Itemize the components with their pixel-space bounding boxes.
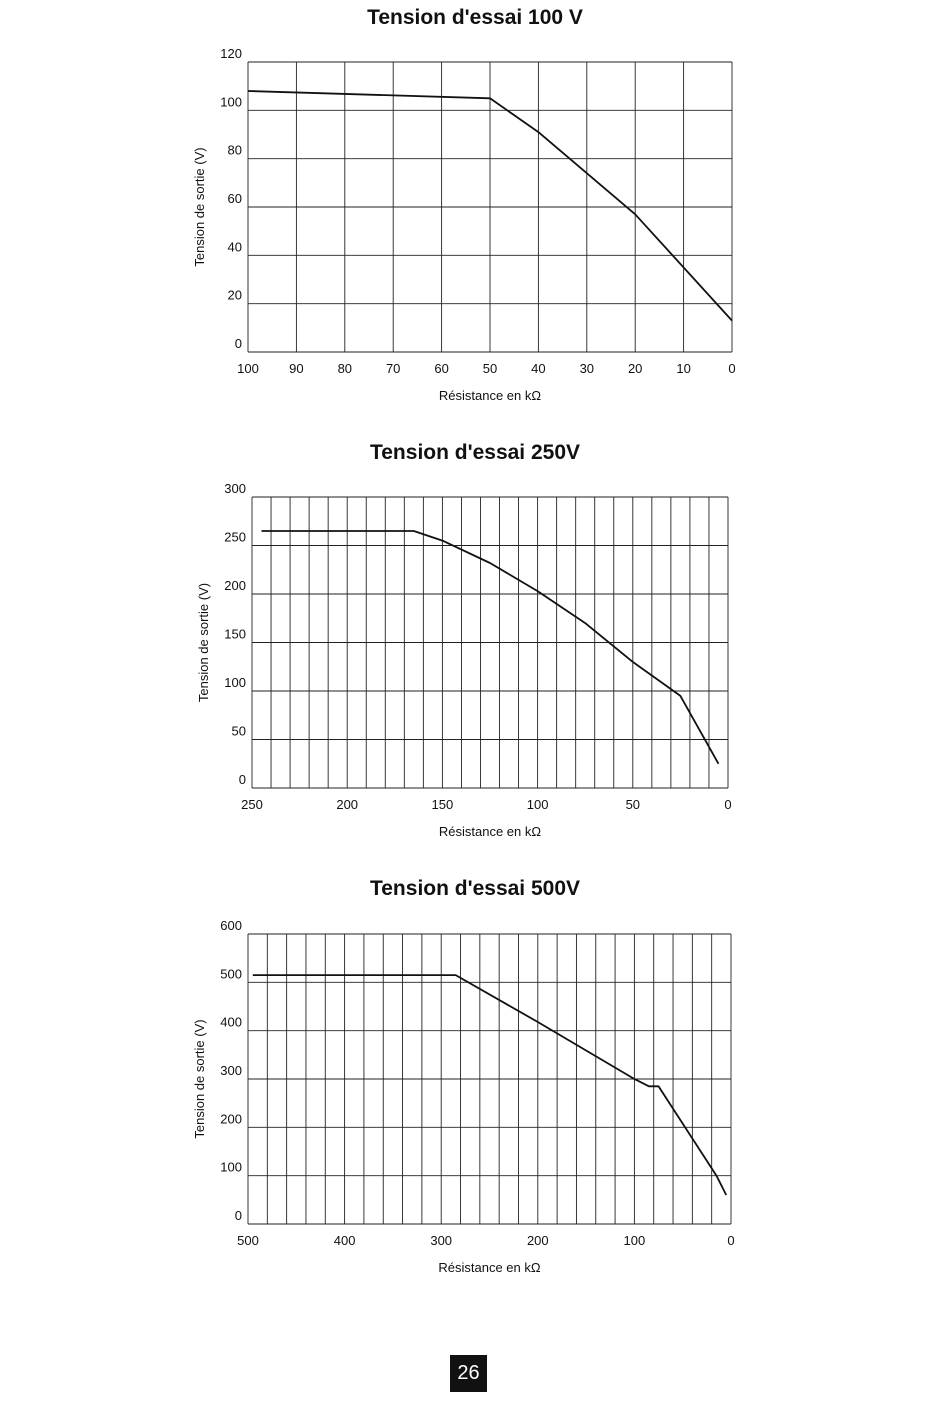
y-tick-label: 300 <box>224 481 246 496</box>
y-tick-label: 60 <box>228 191 242 206</box>
x-tick-label: 200 <box>527 1233 549 1248</box>
y-tick-label: 200 <box>220 1111 242 1126</box>
x-tick-label: 50 <box>483 361 497 376</box>
y-axis-label: Tension de sortie (V) <box>192 147 207 266</box>
x-tick-label: 20 <box>628 361 642 376</box>
y-tick-label: 40 <box>228 239 242 254</box>
x-tick-label: 30 <box>580 361 594 376</box>
x-tick-label: 0 <box>728 361 735 376</box>
x-tick-label: 100 <box>624 1233 646 1248</box>
chart-title: Tension d'essai 250V <box>369 441 581 464</box>
page-number: 26 <box>450 1355 487 1392</box>
y-tick-label: 100 <box>220 1160 242 1175</box>
y-axis-label: Tension de sortie (V) <box>196 583 211 702</box>
y-tick-label: 50 <box>232 724 246 739</box>
chart-title: Tension d'essai 100 V <box>367 6 583 29</box>
y-tick-label: 200 <box>224 578 246 593</box>
y-tick-label: 400 <box>220 1015 242 1030</box>
y-tick-label: 0 <box>239 772 246 787</box>
x-tick-label: 150 <box>432 797 454 812</box>
x-tick-label: 300 <box>430 1233 452 1248</box>
series-line <box>247 90 733 322</box>
y-tick-label: 100 <box>224 675 246 690</box>
x-tick-label: 100 <box>237 361 259 376</box>
chart-250v-plot: 0 50 100 150 200 250 300 250 200 150 100 50 0 Résista… <box>196 481 732 839</box>
x-tick-label: 40 <box>531 361 545 376</box>
y-tick-label: 0 <box>235 1208 242 1223</box>
x-axis-label: Résistance en kΩ <box>439 388 541 403</box>
y-tick-label: 500 <box>220 966 242 981</box>
series-line <box>261 530 720 765</box>
x-tick-label: 100 <box>527 797 549 812</box>
grid <box>247 933 732 1225</box>
x-axis-label: Résistance en kΩ <box>439 824 541 839</box>
x-tick-label: 250 <box>241 797 263 812</box>
x-tick-label: 10 <box>676 361 690 376</box>
y-tick-label: 300 <box>220 1063 242 1078</box>
x-tick-label: 500 <box>237 1233 259 1248</box>
x-tick-label: 60 <box>434 361 448 376</box>
x-tick-label: 90 <box>289 361 303 376</box>
x-tick-label: 80 <box>338 361 352 376</box>
y-axis-label: Tension de sortie (V) <box>192 1019 207 1138</box>
x-tick-label: 0 <box>724 797 731 812</box>
y-tick-label: 80 <box>228 143 242 158</box>
x-tick-label: 50 <box>626 797 640 812</box>
y-tick-label: 250 <box>224 530 246 545</box>
x-axis-label: Résistance en kΩ <box>438 1260 540 1275</box>
x-tick-label: 70 <box>386 361 400 376</box>
x-tick-label: 200 <box>336 797 358 812</box>
x-tick-label: 400 <box>334 1233 356 1248</box>
y-tick-label: 100 <box>220 94 242 109</box>
y-tick-label: 150 <box>224 627 246 642</box>
y-tick-label: 600 <box>220 918 242 933</box>
x-tick-label: 0 <box>727 1233 734 1248</box>
chart-500v-plot: 0 100 200 300 400 500 600 500 400 300 200 100 0 Résis… <box>192 918 735 1275</box>
grid <box>247 61 733 353</box>
y-tick-label: 20 <box>228 288 242 303</box>
series-line <box>252 974 728 1196</box>
chart-title: Tension d'essai 500V <box>369 877 581 900</box>
y-tick-label: 120 <box>220 46 242 61</box>
grid <box>251 496 729 789</box>
y-tick-label: 0 <box>235 336 242 351</box>
